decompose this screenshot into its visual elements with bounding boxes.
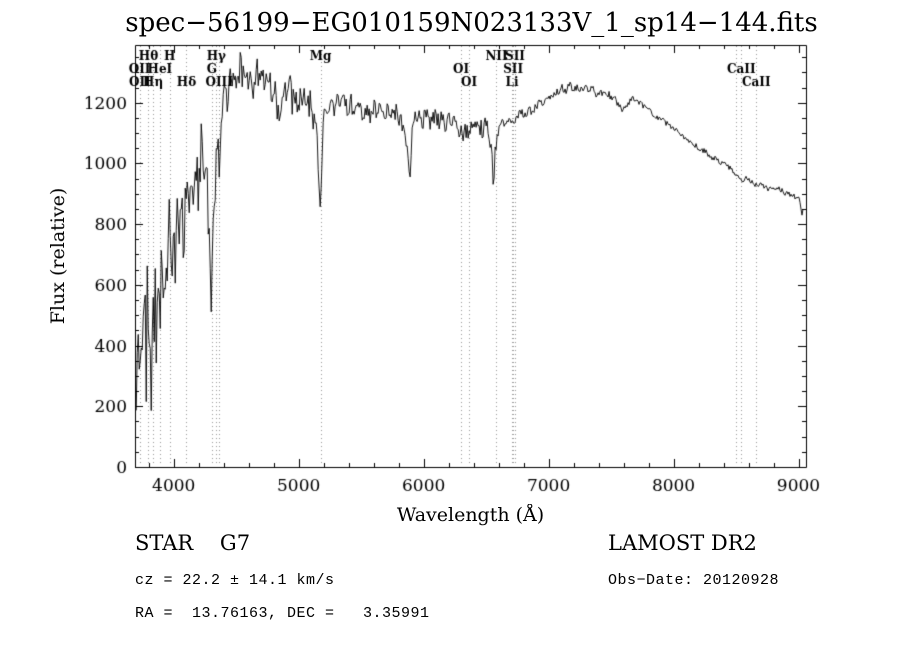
object-class-label: STAR G7 [135, 531, 251, 555]
survey-release-label: LAMOST DR2 [608, 531, 757, 555]
y-axis-label: Flux (relative) [47, 187, 69, 325]
obs-date-label: Obs−Date: 20120928 [608, 572, 780, 589]
x-axis-label: Wavelength (Å) [396, 504, 545, 526]
plot-title: spec−56199−EG010159N023133V_1_sp14−144.f… [125, 8, 818, 38]
ra-dec-label: RA = 13.76163, DEC = 3.35991 [135, 605, 430, 622]
cz-velocity-label: cz = 22.2 ± 14.1 km/s [135, 572, 335, 589]
